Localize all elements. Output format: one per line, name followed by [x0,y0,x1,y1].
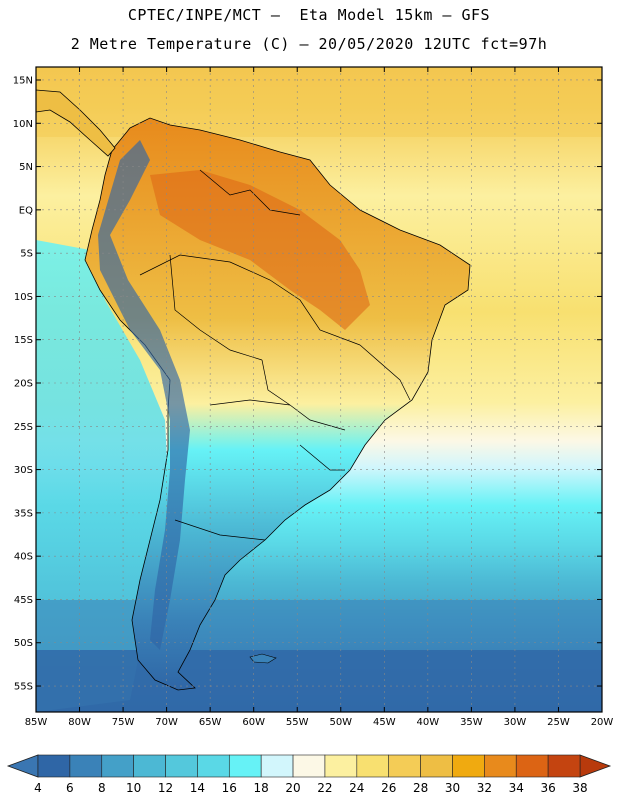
country-borders [139,169,411,541]
colorbar-label: 22 [317,781,332,795]
falkland-islands [249,653,277,664]
colorbar-label: 34 [509,781,524,795]
lat-tick-label: EQ [19,205,33,216]
colorbar-swatch [101,754,134,778]
lon-tick-label: 55W [286,717,309,728]
colorbar-label: 8 [98,781,106,795]
lat-tick-label: 5S [20,249,33,260]
lon-tick-label: 45W [373,717,396,728]
lat-tick-label: 5N [19,162,33,173]
colorbar-swatch [515,754,549,778]
lon-tick-label: 80W [68,717,91,728]
colorbar-label: 26 [381,781,396,795]
lat-tick-label: 15N [13,75,33,86]
colorbar-label: 6 [66,781,74,795]
title-line-1: CPTEC/INPE/MCT – Eta Model 15km – GFS [127,6,491,24]
lat-tick-label: 55S [14,682,33,693]
colorbar-swatch [37,754,71,778]
colorbar-swatch [547,754,581,778]
colorbar-label: 4 [34,781,42,795]
lat-tick-label: 50S [14,638,33,649]
colorbar-label: 20 [285,781,300,795]
colorbar-swatch [197,754,230,778]
lat-tick-label: 10S [14,292,33,303]
title-line-2: 2 Metre Temperature (C) – 20/05/2020 12U… [70,35,548,53]
lon-tick-label: 25W [547,717,570,728]
colorbar-label: 10 [126,781,141,795]
latitude-axis: 15N 10N 5N EQ 5S 10S 15S 20S 25S 30S 35S 40S 45S 50S 5… [13,75,602,693]
lat-tick-label: 10N [13,119,33,130]
lon-tick-label: 50W [329,717,352,728]
colorbar-swatch [292,754,326,778]
lon-tick-label: 75W [112,717,135,728]
lat-tick-label: 40S [14,552,33,563]
colorbar-label: 28 [413,781,428,795]
lon-tick-label: 70W [155,717,178,728]
colorbar-swatch [388,754,421,778]
lat-tick-label: 15S [14,335,33,346]
graticule [36,67,602,712]
tropical-warm-band [36,67,602,137]
pacific-cool-water [36,240,170,712]
lon-tick-label: 60W [242,717,265,728]
colorbar-swatch [69,754,103,778]
colorbar-low-arrow [6,754,39,778]
colorbar-label: 16 [222,781,237,795]
colorbar-label: 30 [445,781,460,795]
colorbar: 4 6 8 10 12 14 16 18 20 22 24 26 28 30 32 34 36 38 [6,754,612,795]
longitude-axis: 85W 80W 75W 70W 65W 60W 55W 50W 45W 40W 35W 30W 25W 2… [25,67,614,728]
lat-tick-label: 45S [14,595,33,606]
colorbar-swatch [228,754,262,778]
lon-tick-label: 20W [591,717,614,728]
central-america [36,89,116,157]
colorbar-swatch [324,754,358,778]
antarctic-cold-band [36,650,602,712]
colorbar-label: 18 [254,781,269,795]
colorbar-swatch [133,754,166,778]
colorbar-swatch [420,754,453,778]
colorbar-label: 38 [572,781,587,795]
colorbar-label: 36 [540,781,555,795]
lon-tick-label: 40W [417,717,440,728]
andes-cold-ridge [98,140,190,650]
colorbar-swatch [260,754,294,778]
colorbar-swatch [484,754,517,778]
colorbar-label: 24 [349,781,364,795]
colorbar-label: 14 [190,781,205,795]
lat-tick-label: 20S [14,379,33,390]
lat-tick-label: 30S [14,465,33,476]
map-frame [35,66,603,713]
colorbar-label: 32 [477,781,492,795]
map-plot-area [36,67,602,712]
lon-tick-label: 30W [504,717,527,728]
colorbar-label: 12 [158,781,173,795]
lon-tick-label: 35W [460,717,483,728]
colorbar-high-arrow [579,754,612,778]
colorbar-swatch [356,754,390,778]
lat-tick-label: 25S [14,422,33,433]
lon-tick-label: 85W [25,717,48,728]
colorbar-swatch [165,754,198,778]
lat-tick-label: 35S [14,508,33,519]
lon-tick-label: 65W [199,717,222,728]
colorbar-swatch [452,754,485,778]
